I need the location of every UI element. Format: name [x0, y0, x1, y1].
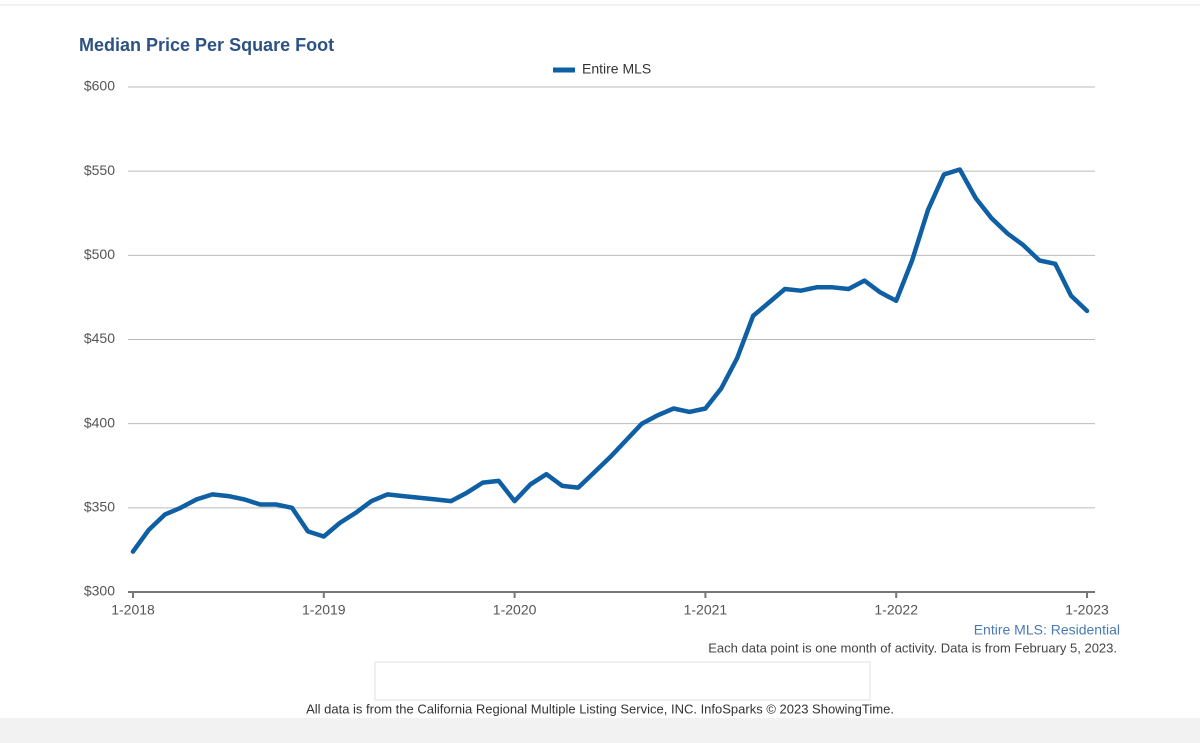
chart-title: Median Price Per Square Foot [79, 35, 334, 55]
y-tick-label: $400 [84, 414, 115, 430]
legend-label: Entire MLS [582, 61, 651, 77]
series-line [130, 167, 1090, 554]
x-tick-label: 1-2023 [1065, 602, 1109, 618]
x-tick-label: 1-2018 [111, 602, 155, 618]
x-tick-label: 1-2022 [874, 602, 918, 618]
y-tick-label: $600 [84, 78, 115, 94]
note: Each data point is one month of activity… [708, 640, 1117, 655]
source-label: Entire MLS: Residential [974, 622, 1120, 638]
x-tick-label: 1-2021 [684, 602, 728, 618]
y-tick-label: $550 [84, 162, 115, 178]
x-tick-label: 1-2020 [493, 602, 537, 618]
y-tick-label: $500 [84, 246, 115, 262]
frame [374, 661, 871, 701]
x-tick-label: 1-2019 [302, 602, 346, 618]
footer: All data is from the California Regional… [306, 701, 894, 716]
bottom-bar [0, 718, 1200, 743]
y-tick-label: $450 [84, 330, 115, 346]
y-tick-label: $350 [84, 499, 115, 515]
y-tick-label: $300 [84, 583, 115, 599]
